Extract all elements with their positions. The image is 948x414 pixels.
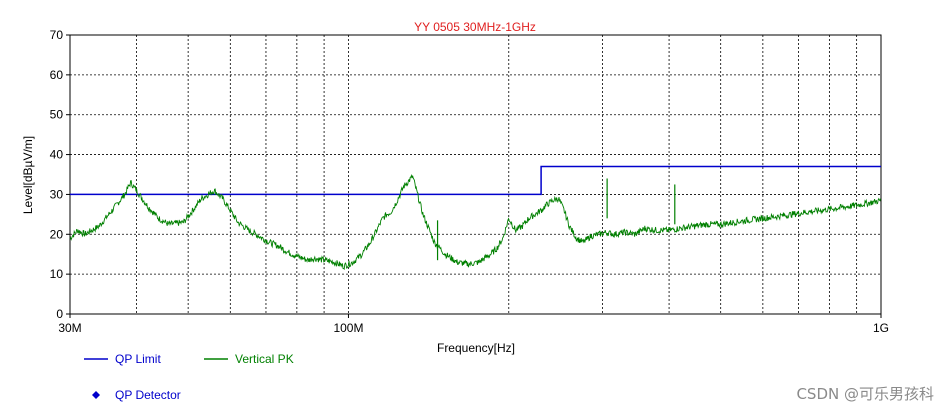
x-tick-label: 30M [58, 321, 81, 335]
legend-label-qp-limit: QP Limit [115, 352, 161, 366]
y-tick-label: 70 [50, 28, 64, 42]
y-axis-ticks: 0 10 20 30 40 50 60 70 [50, 28, 70, 321]
x-tick-label: 1G [873, 321, 889, 335]
watermark: CSDN @可乐男孩科 [796, 385, 934, 403]
y-tick-label: 60 [50, 68, 64, 82]
chart-legend: QP Limit Vertical PK QP Detector [84, 352, 294, 402]
y-tick-label: 40 [50, 148, 64, 162]
plot-frame [69, 34, 882, 315]
series-line-vertical-pk [69, 173, 882, 271]
y-tick-label: 0 [56, 307, 63, 321]
x-axis-label: Frequency[Hz] [437, 341, 515, 355]
legend-swatch-qp-detector [92, 391, 100, 399]
chart-title: YY 0505 30MHz-1GHz [414, 20, 536, 34]
chart-grid [70, 35, 881, 314]
y-tick-label: 50 [50, 108, 64, 122]
y-tick-label: 20 [50, 227, 64, 241]
y-tick-label: 30 [50, 187, 64, 201]
y-axis-label: Level[dBµV/m] [21, 136, 35, 214]
chart-series [69, 165, 882, 271]
y-tick-label: 10 [50, 267, 64, 281]
x-tick-label: 100M [333, 321, 363, 335]
legend-label-vertical-pk: Vertical PK [235, 352, 294, 366]
legend-label-qp-detector: QP Detector [115, 388, 181, 402]
x-axis-ticks: 30M 100M 1G [58, 314, 889, 335]
series-line-qp-limit [70, 165, 881, 196]
